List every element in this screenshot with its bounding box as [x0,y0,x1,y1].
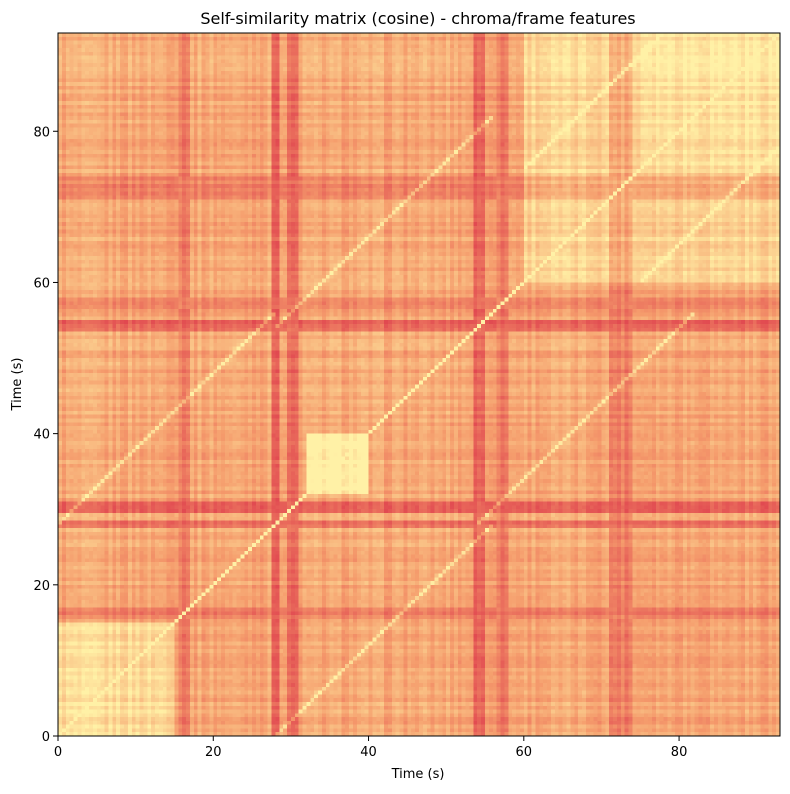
x-tick-label: 40 [360,745,377,760]
y-axis: 0 20 40 60 80 [33,125,58,745]
heatmap-image [58,33,780,736]
y-axis-label: Time (s) [10,358,25,412]
x-tick-label: 60 [516,745,533,760]
plot-frame [57,32,781,737]
y-tick-label: 0 [42,730,50,745]
y-tick-label: 80 [33,125,50,140]
y-tick-label: 20 [33,579,50,594]
y-tick-label: 40 [33,428,50,443]
x-axis: 0 20 40 60 80 [54,736,687,760]
chart-title: Self-similarity matrix (cosine) - chroma… [200,9,635,28]
x-tick-label: 80 [671,745,688,760]
x-tick-label: 20 [205,745,222,760]
heatmap-cells [58,33,780,736]
y-tick-label: 60 [33,276,50,291]
x-axis-label: Time (s) [391,767,445,782]
x-tick-label: 0 [54,745,62,760]
